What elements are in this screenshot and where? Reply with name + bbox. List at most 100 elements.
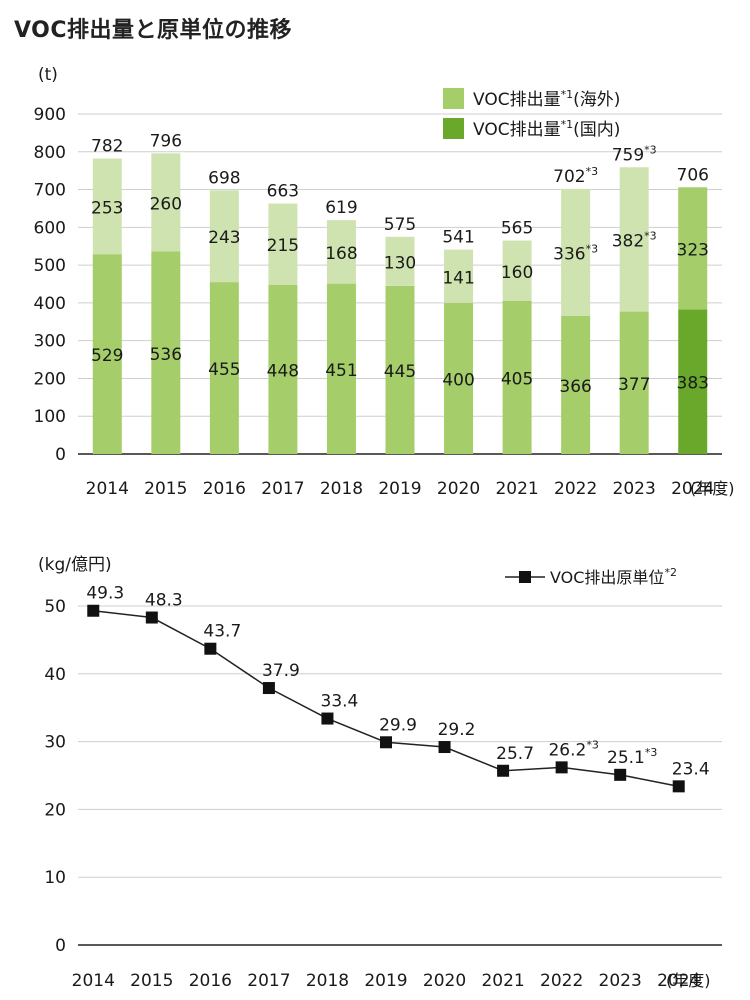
y-tick-label: 200 xyxy=(34,369,66,389)
y-tick-label: 900 xyxy=(34,105,66,125)
bar-segment-upper xyxy=(151,153,181,252)
bar-segment-lower xyxy=(151,251,181,454)
x-tick-label: 2014 xyxy=(86,479,129,499)
data-point-marker xyxy=(87,604,100,617)
bar-value-label: 130 xyxy=(384,253,416,273)
y-unit-label: (t) xyxy=(38,65,58,85)
y-tick-label: 20 xyxy=(44,800,66,820)
y-tick-label: 30 xyxy=(44,733,66,753)
bar-segment-upper xyxy=(444,249,474,303)
x-tick-label: 2023 xyxy=(599,971,642,991)
bar-value-label: 405 xyxy=(501,370,533,390)
y-tick-label: 0 xyxy=(55,936,66,956)
x-tick-label: 2019 xyxy=(378,479,421,499)
x-tick-label: 2015 xyxy=(144,479,187,499)
y-tick-label: 700 xyxy=(34,181,66,201)
bar-segment-lower xyxy=(619,311,649,454)
y-tick-label: 400 xyxy=(34,294,66,314)
bar-segment-upper xyxy=(326,220,356,284)
bar-segment-lower xyxy=(209,282,239,454)
bar-value-label: 448 xyxy=(267,361,299,381)
x-tick-label: 2014 xyxy=(72,971,115,991)
x-unit-label: (年度) xyxy=(690,479,735,498)
y-tick-label: 0 xyxy=(55,445,66,465)
legend-swatch xyxy=(443,118,464,139)
y-tick-label: 300 xyxy=(34,332,66,352)
data-value-label: 29.2 xyxy=(438,720,476,740)
bar-segment-upper xyxy=(678,187,708,310)
bar-value-label: 400 xyxy=(442,370,474,390)
bar-total-label: 796 xyxy=(150,131,182,151)
bar-total-label: 782 xyxy=(91,137,123,157)
bar-value-label: 377 xyxy=(618,375,650,395)
y-tick-label: 800 xyxy=(34,143,66,163)
legend-label: VOC排出原単位*2 xyxy=(550,566,677,587)
x-tick-label: 2020 xyxy=(437,479,480,499)
bar-value-label: 536 xyxy=(150,345,182,365)
bar-value-label: 451 xyxy=(325,361,357,381)
data-point-marker xyxy=(145,611,158,624)
bar-segment-upper xyxy=(619,167,649,312)
legend-label: VOC排出量*1(海外) xyxy=(473,88,620,110)
x-tick-label: 2022 xyxy=(540,971,583,991)
bar-value-label: 141 xyxy=(442,268,474,288)
y-tick-label: 40 xyxy=(44,665,66,685)
bar-segment-upper xyxy=(502,240,532,301)
bar-value-label: 366 xyxy=(559,377,591,397)
data-point-marker xyxy=(321,712,334,725)
bar-value-label: 160 xyxy=(501,263,533,283)
x-tick-label: 2020 xyxy=(423,971,466,991)
data-value-label: 49.3 xyxy=(86,584,124,604)
data-point-marker xyxy=(614,768,627,781)
bar-value-label: 168 xyxy=(325,244,357,264)
data-point-marker xyxy=(555,761,568,774)
bar-segment-upper xyxy=(561,188,591,316)
y-tick-label: 50 xyxy=(44,597,66,617)
bar-segment-lower xyxy=(385,285,415,454)
x-tick-label: 2016 xyxy=(189,971,232,991)
bar-segment-upper xyxy=(92,158,122,255)
y-tick-label: 600 xyxy=(34,218,66,238)
data-value-label: 37.9 xyxy=(262,661,300,681)
data-point-marker xyxy=(438,741,451,754)
bar-segment-upper xyxy=(385,236,415,286)
legend-marker xyxy=(519,571,531,583)
bar-total-label: 565 xyxy=(501,219,533,239)
x-tick-label: 2021 xyxy=(481,971,524,991)
data-value-label: 25.1*3 xyxy=(607,746,657,768)
data-point-marker xyxy=(672,780,685,793)
bar-total-label: 575 xyxy=(384,215,416,235)
bar-total-label: 619 xyxy=(325,198,357,218)
bar-value-label: 243 xyxy=(208,228,240,248)
bar-segment-lower xyxy=(326,283,356,454)
x-tick-label: 2024 xyxy=(657,971,700,991)
bar-total-label: 706 xyxy=(677,165,709,185)
bar-total-label: 541 xyxy=(442,228,474,248)
data-value-label: 43.7 xyxy=(203,622,241,642)
bar-segment-lower xyxy=(502,301,532,454)
data-point-marker xyxy=(262,682,275,695)
x-tick-label: 2024 xyxy=(671,479,714,499)
bar-value-label: 336*3 xyxy=(553,242,598,264)
voc-emissions-bar-chart: 0 100 200 300 400 500 600 700 800 900 (t) 529 253 782… xyxy=(34,65,735,499)
bar-segment-lower xyxy=(268,284,298,454)
bar-segment-lower xyxy=(92,254,122,454)
bar-total-label: 663 xyxy=(267,182,299,202)
data-point-marker xyxy=(497,764,510,777)
y-unit-label: (kg/億円) xyxy=(38,555,112,575)
data-value-label: 23.4 xyxy=(672,759,710,779)
legend-swatch xyxy=(443,88,464,109)
x-unit-label: (年度) xyxy=(666,971,711,990)
bar-segment-lower xyxy=(678,309,708,454)
y-tick-label: 100 xyxy=(34,407,66,427)
data-value-label: 33.4 xyxy=(321,692,359,712)
bar-segment-upper xyxy=(268,203,298,285)
bar-total-label: 759*3 xyxy=(612,143,657,165)
x-tick-label: 2016 xyxy=(203,479,246,499)
bar-value-label: 445 xyxy=(384,362,416,382)
bar-total-label: 702*3 xyxy=(553,165,598,187)
data-value-label: 25.7 xyxy=(496,744,534,764)
series-line xyxy=(93,610,679,788)
x-tick-label: 2018 xyxy=(306,971,349,991)
data-point-marker xyxy=(380,736,392,749)
